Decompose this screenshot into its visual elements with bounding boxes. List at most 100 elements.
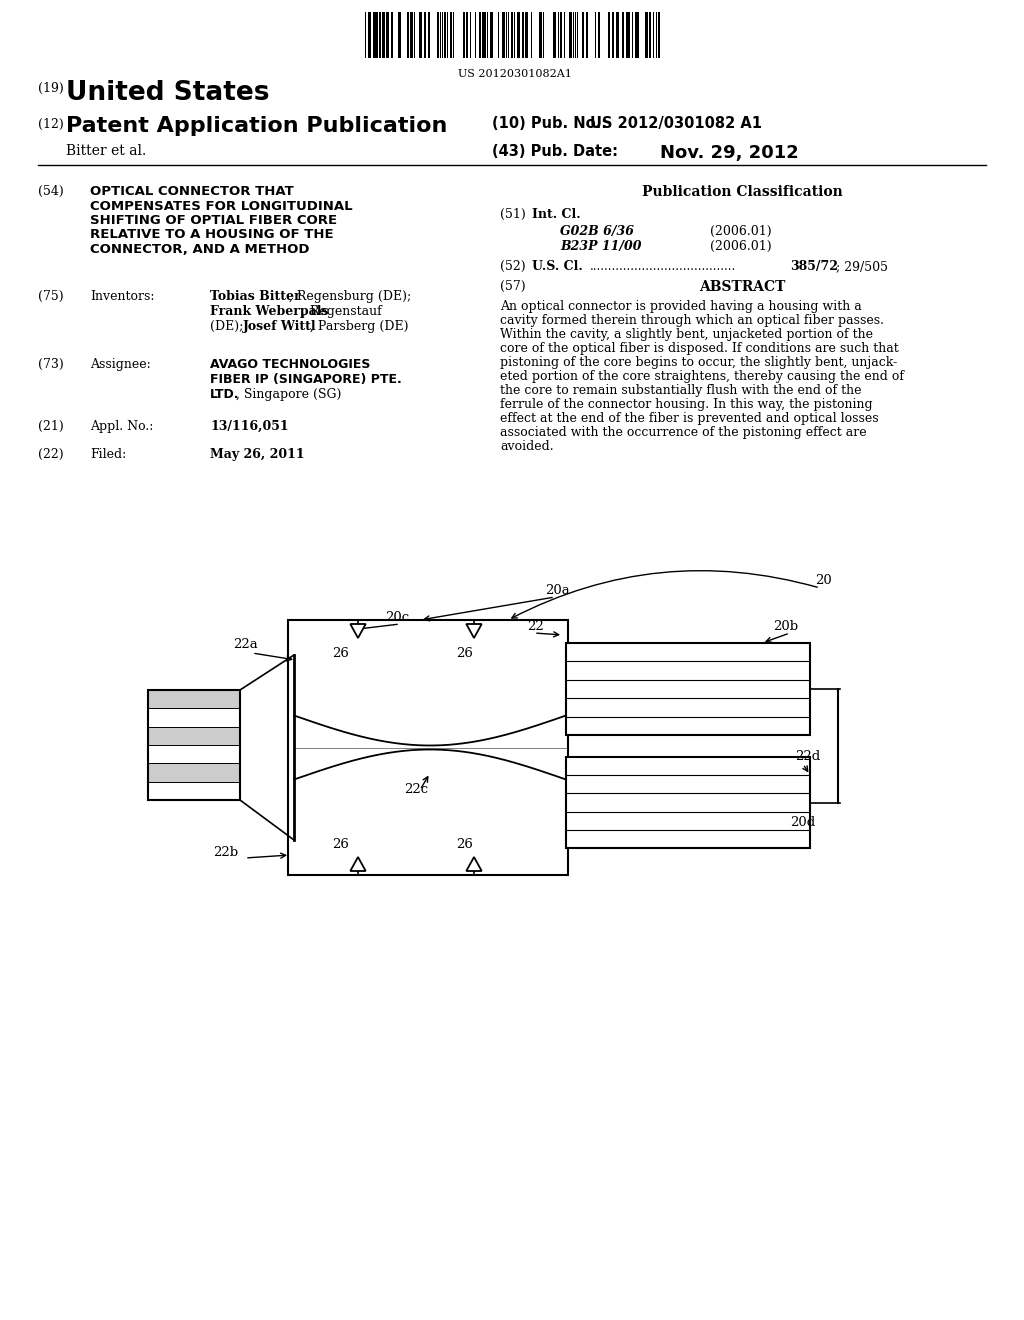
Text: Appl. No.:: Appl. No.: xyxy=(90,420,154,433)
Text: Frank Weberpals: Frank Weberpals xyxy=(210,305,329,318)
Text: Josef Wittl: Josef Wittl xyxy=(243,319,316,333)
Text: CONNECTOR, AND A METHOD: CONNECTOR, AND A METHOD xyxy=(90,243,309,256)
Text: (54): (54) xyxy=(38,185,63,198)
Text: OPTICAL CONNECTOR THAT: OPTICAL CONNECTOR THAT xyxy=(90,185,294,198)
Text: 22: 22 xyxy=(527,620,544,634)
Bar xyxy=(419,12,422,58)
Bar xyxy=(375,12,378,58)
Text: LTD.: LTD. xyxy=(210,388,240,401)
Text: (57): (57) xyxy=(500,280,525,293)
Text: Publication Classification: Publication Classification xyxy=(642,185,843,199)
Text: (19): (19) xyxy=(38,82,63,95)
Bar xyxy=(616,12,618,58)
Bar xyxy=(539,12,541,58)
Bar xyxy=(150,781,239,800)
Bar xyxy=(463,12,465,58)
Text: 20b: 20b xyxy=(773,620,798,634)
Text: (DE);: (DE); xyxy=(210,319,248,333)
Bar xyxy=(658,12,660,58)
Text: (22): (22) xyxy=(38,447,63,461)
Bar xyxy=(517,12,520,58)
Text: eted portion of the core straightens, thereby causing the end of: eted portion of the core straightens, th… xyxy=(500,370,904,383)
Bar xyxy=(466,12,468,58)
Bar xyxy=(410,12,413,58)
Bar xyxy=(645,12,648,58)
Text: Assignee:: Assignee: xyxy=(90,358,151,371)
Text: FIBER IP (SINGAPORE) PTE.: FIBER IP (SINGAPORE) PTE. xyxy=(210,374,401,385)
Text: (73): (73) xyxy=(38,358,63,371)
Text: Patent Application Publication: Patent Application Publication xyxy=(66,116,447,136)
Bar xyxy=(373,12,375,58)
Text: US 2012/0301082 A1: US 2012/0301082 A1 xyxy=(590,116,762,131)
Text: COMPENSATES FOR LONGITUDINAL: COMPENSATES FOR LONGITUDINAL xyxy=(90,199,352,213)
Text: 22b: 22b xyxy=(213,846,239,859)
Text: 22c: 22c xyxy=(404,783,428,796)
Text: (21): (21) xyxy=(38,420,63,433)
Bar xyxy=(424,12,426,58)
Bar xyxy=(553,12,556,58)
Text: avoided.: avoided. xyxy=(500,440,554,453)
Text: 13/116,051: 13/116,051 xyxy=(210,420,289,433)
Text: US 20120301082A1: US 20120301082A1 xyxy=(458,69,572,79)
Text: U.S. Cl.: U.S. Cl. xyxy=(532,260,583,273)
Bar xyxy=(566,756,810,847)
Bar xyxy=(612,12,614,58)
Text: 22d: 22d xyxy=(795,750,820,763)
Text: 26: 26 xyxy=(456,838,473,851)
Text: effect at the end of the fiber is prevented and optical losses: effect at the end of the fiber is preven… xyxy=(500,412,879,425)
Bar xyxy=(150,727,239,744)
Text: Inventors:: Inventors: xyxy=(90,290,155,304)
Text: RELATIVE TO A HOUSING OF THE: RELATIVE TO A HOUSING OF THE xyxy=(90,228,334,242)
Text: (52): (52) xyxy=(500,260,525,273)
Bar xyxy=(566,643,810,735)
Polygon shape xyxy=(350,624,366,638)
Text: 22a: 22a xyxy=(233,638,258,651)
Text: (43) Pub. Date:: (43) Pub. Date: xyxy=(492,144,618,158)
Bar xyxy=(368,12,371,58)
Text: (75): (75) xyxy=(38,290,63,304)
Text: AVAGO TECHNOLOGIES: AVAGO TECHNOLOGIES xyxy=(210,358,371,371)
Text: 385/72: 385/72 xyxy=(790,260,838,273)
Bar xyxy=(444,12,446,58)
Text: (2006.01): (2006.01) xyxy=(710,240,772,253)
Text: Within the cavity, a slightly bent, unjacketed portion of the: Within the cavity, a slightly bent, unja… xyxy=(500,327,873,341)
Text: Nov. 29, 2012: Nov. 29, 2012 xyxy=(660,144,799,162)
Bar xyxy=(608,12,610,58)
Bar xyxy=(598,12,600,58)
Bar xyxy=(622,12,624,58)
Bar xyxy=(560,12,562,58)
Polygon shape xyxy=(466,624,481,638)
Text: ; 29/505: ; 29/505 xyxy=(836,260,888,273)
Bar xyxy=(490,12,493,58)
Bar xyxy=(479,12,481,58)
Text: United States: United States xyxy=(66,81,269,106)
Text: the core to remain substantially flush with the end of the: the core to remain substantially flush w… xyxy=(500,384,861,397)
Text: (51): (51) xyxy=(500,209,525,220)
Text: 20a: 20a xyxy=(545,583,569,597)
Text: (10) Pub. No.:: (10) Pub. No.: xyxy=(492,116,607,131)
Text: ferrule of the connector housing. In this way, the pistoning: ferrule of the connector housing. In thi… xyxy=(500,399,872,411)
Text: SHIFTING OF OPTIAL FIBER CORE: SHIFTING OF OPTIAL FIBER CORE xyxy=(90,214,337,227)
Bar xyxy=(522,12,524,58)
Text: Int. Cl.: Int. Cl. xyxy=(532,209,581,220)
Bar xyxy=(450,12,452,58)
Text: B23P 11/00: B23P 11/00 xyxy=(560,240,641,253)
Bar xyxy=(150,690,239,709)
Text: , Regensburg (DE);: , Regensburg (DE); xyxy=(290,290,412,304)
Text: , Singapore (SG): , Singapore (SG) xyxy=(236,388,341,401)
Text: Filed:: Filed: xyxy=(90,447,126,461)
Text: pistoning of the core begins to occur, the slightly bent, unjack-: pistoning of the core begins to occur, t… xyxy=(500,356,897,370)
Text: 20: 20 xyxy=(815,574,831,587)
Bar xyxy=(150,744,239,763)
Bar xyxy=(428,12,430,58)
Text: 26: 26 xyxy=(456,647,473,660)
Text: G02B 6/36: G02B 6/36 xyxy=(560,224,634,238)
Bar xyxy=(379,12,381,58)
Bar xyxy=(511,12,513,58)
Bar xyxy=(626,12,629,58)
Bar xyxy=(525,12,528,58)
Text: 26: 26 xyxy=(332,647,349,660)
Bar xyxy=(386,12,389,58)
Bar xyxy=(649,12,651,58)
Polygon shape xyxy=(350,857,366,871)
